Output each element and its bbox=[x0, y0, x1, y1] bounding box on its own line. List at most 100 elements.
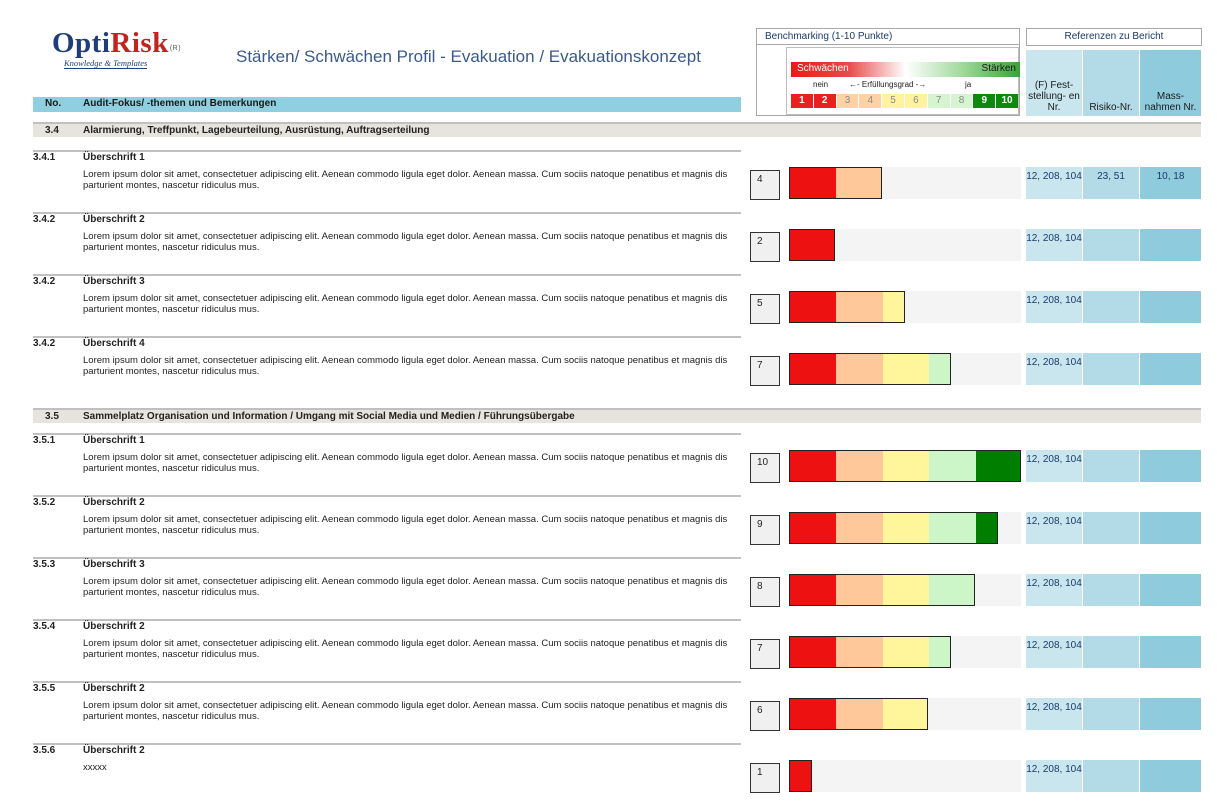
risk-ref-cell bbox=[1083, 229, 1139, 261]
score-input[interactable]: 2 bbox=[750, 232, 780, 262]
benchmark-bar-segment bbox=[882, 513, 906, 543]
measure-ref-cell: 10, 18 bbox=[1140, 167, 1201, 199]
benchmark-bar-segment bbox=[882, 699, 906, 729]
benchmark-bar-track bbox=[789, 512, 1021, 544]
section-title: Alarmierung, Treffpunkt, Lagebeurteilung… bbox=[83, 125, 430, 136]
references-header: Referenzen zu Bericht bbox=[1026, 28, 1202, 116]
benchmark-bar-segment bbox=[975, 451, 999, 481]
benchmark-bar-track bbox=[789, 229, 1021, 261]
benchmark-bar-track bbox=[789, 574, 1021, 606]
score-input[interactable]: 6 bbox=[750, 701, 780, 731]
ref-column-findings: (F) Fest- stellung- en Nr. bbox=[1026, 50, 1082, 116]
item-heading: 3.4.2 Überschrift 3 bbox=[33, 274, 741, 287]
scale-cell-2: 2 bbox=[813, 94, 836, 108]
benchmark-bar-segment bbox=[813, 575, 837, 605]
logo-subtitle: Knowledge & Templates bbox=[64, 58, 148, 69]
risk-ref-cell bbox=[1083, 760, 1139, 792]
benchmark-bar bbox=[789, 353, 952, 385]
finding-ref-cell: 12, 208, 104 bbox=[1026, 574, 1082, 606]
benchmark-bar-segment bbox=[905, 699, 928, 729]
benchmark-bar bbox=[789, 450, 1021, 482]
scale-cell-6: 6 bbox=[904, 94, 927, 108]
item-number: 3.4.1 bbox=[33, 152, 56, 163]
benchmark-bar-track bbox=[789, 353, 1021, 385]
page-title: Stärken/ Schwächen Profil - Evakuation /… bbox=[236, 47, 701, 66]
section-title: Sammelplatz Organisation und Information… bbox=[83, 411, 575, 422]
benchmark-bar-segment bbox=[813, 451, 837, 481]
item-heading: 3.4.2 Überschrift 4 bbox=[33, 336, 741, 349]
benchmark-legend: Benchmarking (1-10 Punkte) Schwächen Stä… bbox=[756, 28, 1020, 116]
item-number: 3.4.2 bbox=[33, 276, 56, 287]
benchmark-bar-segment bbox=[813, 513, 837, 543]
score-input[interactable]: 10 bbox=[750, 453, 780, 483]
item-heading: 3.4.2 Überschrift 2 bbox=[33, 212, 741, 225]
finding-ref-cell: 12, 208, 104 bbox=[1026, 291, 1082, 323]
finding-ref-cell: 12, 208, 104 bbox=[1026, 512, 1082, 544]
benchmark-title: Benchmarking (1-10 Punkte) bbox=[757, 29, 1019, 45]
ref-column-risk: Risiko-Nr. bbox=[1083, 50, 1139, 116]
benchmark-bar-segment bbox=[859, 699, 883, 729]
item-heading: 3.4.1 Überschrift 1 bbox=[33, 150, 741, 163]
benchmark-bar-segment bbox=[790, 292, 814, 322]
score-input[interactable]: 7 bbox=[750, 639, 780, 669]
benchmark-bar-segment bbox=[905, 451, 930, 481]
measure-ref-cell bbox=[1140, 636, 1201, 668]
item-number: 3.5.4 bbox=[33, 621, 56, 632]
finding-ref-cell: 12, 208, 104 bbox=[1026, 698, 1082, 730]
item-number: 3.5.1 bbox=[33, 435, 56, 446]
scale-cell-10: 10 bbox=[996, 94, 1018, 108]
benchmark-bar-segment bbox=[836, 699, 860, 729]
item-remarks: Lorem ipsum dolor sit amet, consectetuer… bbox=[83, 231, 728, 253]
column-header-no: No. bbox=[45, 98, 62, 109]
scale-cell-8: 8 bbox=[950, 94, 973, 108]
benchmark-bar-track bbox=[789, 698, 1021, 730]
score-input[interactable]: 4 bbox=[750, 170, 780, 200]
benchmark-bar-segment bbox=[836, 354, 860, 384]
item-title: Überschrift 1 bbox=[83, 152, 145, 163]
benchmark-bar bbox=[789, 512, 998, 544]
finding-ref-cell: 12, 208, 104 bbox=[1026, 167, 1082, 199]
scale-cell-7: 7 bbox=[927, 94, 950, 108]
score-input[interactable]: 8 bbox=[750, 577, 780, 607]
score-input[interactable]: 7 bbox=[750, 356, 780, 386]
benchmark-bar-segment bbox=[998, 451, 1020, 481]
section-row: 3.5 Sammelplatz Organisation und Informa… bbox=[33, 408, 1201, 423]
benchmark-bar-segment bbox=[813, 699, 837, 729]
benchmark-bar-segment bbox=[905, 575, 930, 605]
benchmark-bar-segment bbox=[859, 451, 883, 481]
logo-registered-mark: (R) bbox=[169, 45, 182, 52]
benchmark-bar-segment bbox=[859, 292, 883, 322]
score-input[interactable]: 9 bbox=[750, 515, 780, 545]
benchmark-bar bbox=[789, 167, 882, 199]
benchmark-bar-track bbox=[789, 636, 1021, 668]
score-scale-cells: 1 2 3 4 5 6 7 8 9 10 bbox=[791, 94, 1018, 108]
item-remarks: xxxxx bbox=[83, 762, 107, 773]
logo-text-risk: Risk bbox=[110, 27, 169, 59]
benchmark-bar-segment bbox=[859, 513, 883, 543]
benchmark-bar bbox=[789, 574, 975, 606]
column-header-topic: Audit-Fokus/ -themen und Bemerkungen bbox=[83, 98, 277, 109]
benchmark-bar bbox=[789, 760, 813, 792]
benchmark-bar-segment bbox=[813, 230, 835, 260]
benchmark-bar-segment bbox=[790, 168, 814, 198]
scale-cell-1: 1 bbox=[791, 94, 813, 108]
benchmark-bar-segment bbox=[859, 637, 883, 667]
score-input[interactable]: 5 bbox=[750, 294, 780, 324]
risk-ref-cell bbox=[1083, 574, 1139, 606]
benchmark-bar-segment bbox=[859, 354, 883, 384]
benchmark-bar-segment bbox=[859, 575, 883, 605]
benchmark-bar-track bbox=[789, 450, 1021, 482]
benchmark-bar-segment bbox=[882, 637, 906, 667]
risk-ref-cell bbox=[1083, 353, 1139, 385]
benchmark-bar-segment bbox=[905, 513, 930, 543]
item-number: 3.4.2 bbox=[33, 338, 56, 349]
benchmark-bar bbox=[789, 636, 952, 668]
benchmark-bar-segment bbox=[790, 575, 814, 605]
benchmark-bar-segment bbox=[905, 354, 930, 384]
risk-ref-cell bbox=[1083, 636, 1139, 668]
risk-ref-cell bbox=[1083, 512, 1139, 544]
benchmark-bar-segment bbox=[929, 637, 951, 667]
score-input[interactable]: 1 bbox=[750, 763, 780, 793]
measure-ref-cell bbox=[1140, 574, 1201, 606]
finding-ref-cell: 12, 208, 104 bbox=[1026, 760, 1082, 792]
